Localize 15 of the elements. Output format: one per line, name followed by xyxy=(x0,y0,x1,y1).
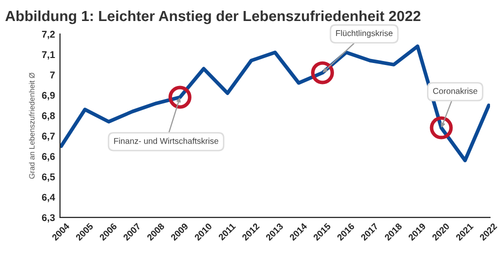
annotation: Coronakrise xyxy=(433,88,478,94)
y-tick-label: 7 xyxy=(50,72,55,78)
y-tick-label: 6,9 xyxy=(42,92,55,100)
y-tick-label: 6,5 xyxy=(42,173,55,182)
annotation: Finanz- und Wirtschaftskrise xyxy=(114,138,218,144)
y-tick-label: 7,2 xyxy=(42,30,55,40)
chart-title: Abbildung 1: Leichter Anstieg der Lebenszufriedenheit 2022 xyxy=(5,10,420,24)
y-tick-label: 6,8 xyxy=(42,112,55,121)
y-tick-label: 7,1 xyxy=(42,51,55,60)
y-tick-label: 6,3 xyxy=(42,214,55,222)
line-series xyxy=(60,44,490,162)
y-tick-label: 6,6 xyxy=(42,153,55,162)
annotation: Flüchtlingskrise xyxy=(336,30,393,38)
y-tick-label: 6,4 xyxy=(42,194,56,202)
y-tick-label: 6,7 xyxy=(42,132,55,141)
